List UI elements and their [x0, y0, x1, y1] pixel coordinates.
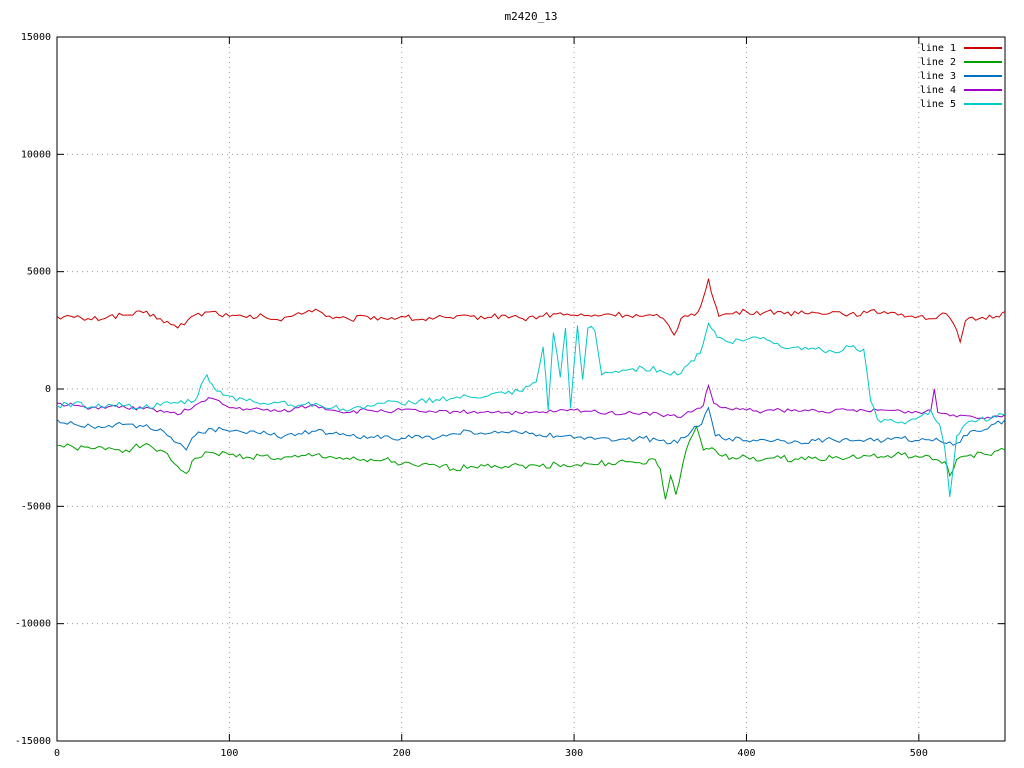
legend: line 1 line 2 line 3 line 4 line 5 [920, 41, 1002, 111]
x-tick-label: 500 [910, 748, 928, 759]
y-tick-label: -5000 [21, 501, 51, 512]
legend-label: line 1 [919, 42, 956, 54]
series-line-1 [57, 278, 1005, 345]
legend-row-line-4: line 4 [920, 83, 1002, 97]
chart-title: m2420_13 [504, 10, 558, 23]
y-tick-label: 15000 [21, 32, 51, 43]
legend-row-line-3: line 3 [920, 69, 1002, 83]
y-tick-label: -15000 [15, 736, 51, 747]
y-tick-label: -10000 [15, 619, 51, 630]
y-tick-label: 10000 [21, 149, 51, 160]
x-tick-label: 300 [565, 748, 583, 759]
legend-label: line 4 [919, 84, 956, 96]
y-tick-label: 5000 [27, 267, 51, 278]
legend-row-line-2: line 2 [920, 55, 1002, 69]
legend-line-sample [964, 103, 1002, 105]
series-line-2 [57, 425, 1005, 500]
x-tick-label: 400 [737, 748, 755, 759]
legend-line-sample [964, 47, 1002, 49]
legend-line-sample [964, 61, 1002, 63]
legend-row-line-1: line 1 [920, 41, 1002, 55]
x-tick-label: 200 [393, 748, 411, 759]
legend-label: line 3 [919, 70, 956, 82]
series-line-5 [57, 321, 1005, 497]
y-tick-label: 0 [45, 384, 51, 395]
legend-label: line 2 [919, 56, 956, 68]
x-tick-label: 100 [220, 748, 238, 759]
series-line-3 [57, 406, 1005, 451]
legend-label: line 5 [919, 98, 956, 110]
legend-row-line-5: line 5 [920, 97, 1002, 111]
series-line-4 [57, 383, 1005, 420]
x-tick-label: 0 [54, 748, 60, 759]
legend-line-sample [964, 75, 1002, 77]
legend-line-sample [964, 89, 1002, 91]
